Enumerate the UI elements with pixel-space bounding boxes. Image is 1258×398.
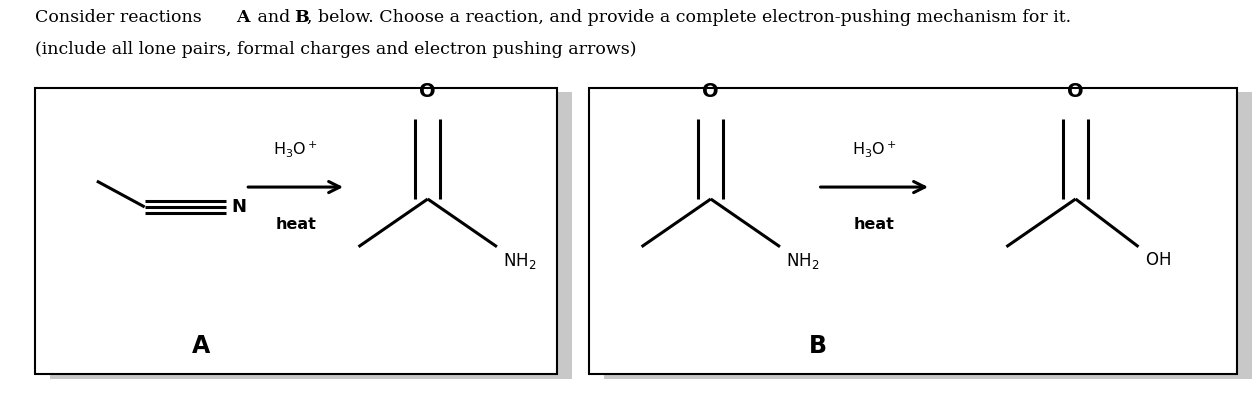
Bar <box>589 88 1237 374</box>
Text: heat: heat <box>854 217 894 232</box>
Text: $\mathsf{OH}$: $\mathsf{OH}$ <box>1145 251 1171 269</box>
Text: O: O <box>1067 82 1084 101</box>
Text: O: O <box>702 82 720 101</box>
Bar <box>35 88 557 374</box>
Bar <box>604 92 1252 379</box>
Text: $\mathsf{H_3O^+}$: $\mathsf{H_3O^+}$ <box>273 139 318 159</box>
Bar <box>50 92 572 379</box>
Text: A: A <box>237 9 250 26</box>
Text: O: O <box>419 82 437 101</box>
Text: (include all lone pairs, formal charges and electron pushing arrows): (include all lone pairs, formal charges … <box>35 41 637 58</box>
Text: Consider reactions: Consider reactions <box>35 9 208 26</box>
Text: B: B <box>809 334 827 358</box>
Text: N: N <box>231 198 247 216</box>
Text: $\mathsf{NH_2}$: $\mathsf{NH_2}$ <box>786 251 820 271</box>
Text: B: B <box>294 9 309 26</box>
Text: , below. Choose a reaction, and provide a complete electron-pushing mechanism fo: , below. Choose a reaction, and provide … <box>307 9 1071 26</box>
Text: $\mathsf{H_3O^+}$: $\mathsf{H_3O^+}$ <box>852 139 897 159</box>
Text: A: A <box>192 334 210 358</box>
Text: and: and <box>252 9 296 26</box>
Text: $\mathsf{NH_2}$: $\mathsf{NH_2}$ <box>503 251 537 271</box>
Text: heat: heat <box>276 217 316 232</box>
